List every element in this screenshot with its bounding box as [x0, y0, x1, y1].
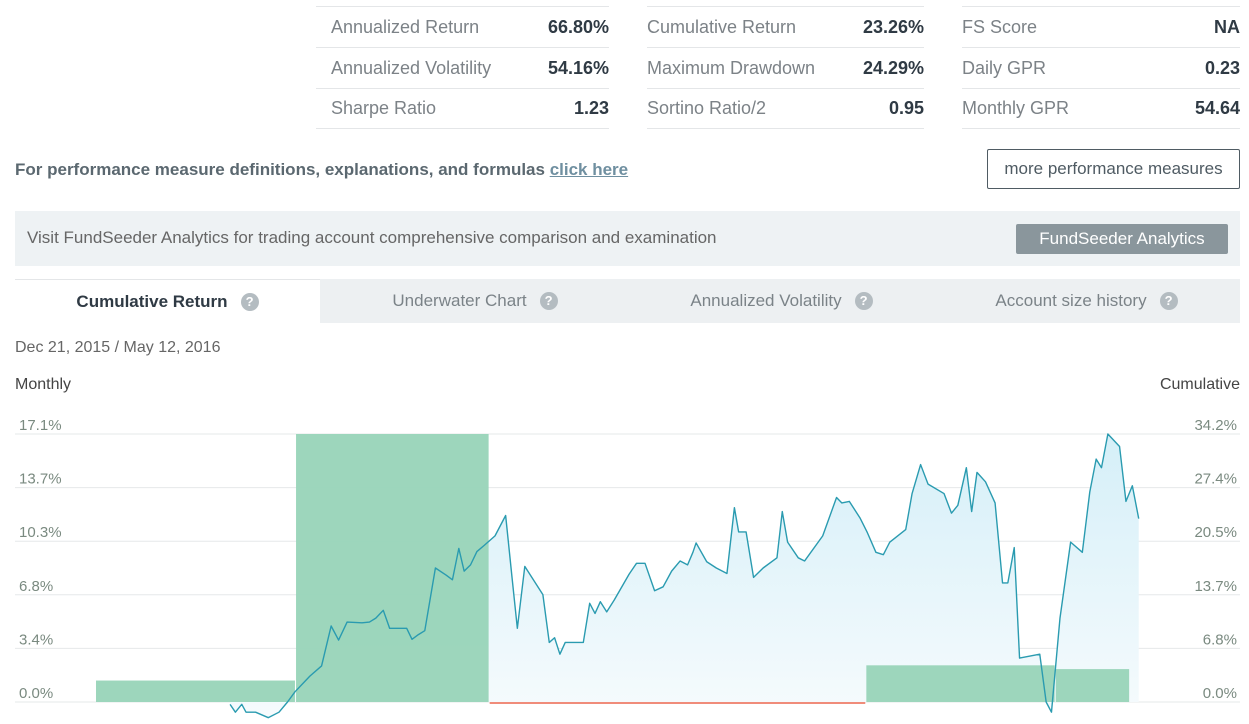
metric-label: Daily GPR [962, 57, 1047, 78]
metric-row: Annualized Return 66.80% [316, 6, 609, 47]
metric-row: Cumulative Return 23.26% [647, 6, 924, 47]
metric-value: 0.23 [1204, 57, 1240, 78]
chart-tabs: Cumulative Return ? Underwater Chart ? A… [15, 279, 1240, 323]
metric-row: Monthly GPR 54.64 [962, 88, 1240, 129]
right-tick-label: 6.8% [1203, 631, 1237, 648]
help-icon[interactable]: ? [1159, 292, 1178, 310]
tab-label: Annualized Volatility [690, 291, 842, 310]
metrics-column-2: Cumulative Return 23.26% Maximum Drawdow… [647, 6, 924, 129]
metric-label: Sharpe Ratio [331, 98, 437, 118]
right-tick-label: 13.7% [1194, 578, 1237, 595]
metric-row: Sortino Ratio/2 0.95 [647, 88, 924, 129]
definitions-note: For performance measure definitions, exp… [15, 160, 628, 180]
left-tick-label: 3.4% [19, 631, 53, 648]
monthly-bar [866, 665, 1055, 702]
definitions-text: For performance measure definitions, exp… [15, 160, 550, 179]
banner-text: Visit FundSeeder Analytics for trading a… [27, 228, 717, 247]
performance-metrics: Annualized Return 66.80% Annualized Vola… [316, 0, 1240, 130]
metric-label: Cumulative Return [647, 16, 797, 37]
right-axis-label: Cumulative [1159, 376, 1240, 393]
right-tick-label: 20.5% [1194, 524, 1237, 541]
right-tick-label: 27.4% [1194, 471, 1237, 488]
analytics-banner: Visit FundSeeder Analytics for trading a… [15, 211, 1240, 266]
metric-value: 54.16% [547, 57, 609, 78]
metric-value: 66.80% [547, 16, 609, 37]
date-range: Dec 21, 2015 / May 12, 2016 [15, 339, 221, 356]
metric-row: Daily GPR 0.23 [962, 47, 1240, 88]
metrics-column-3: FS Score NA Daily GPR 0.23 Monthly GPR 5… [962, 6, 1240, 129]
right-tick-label: 34.2% [1194, 417, 1237, 434]
left-tick-label: 0.0% [19, 685, 53, 702]
metric-label: Monthly GPR [962, 98, 1070, 118]
metric-label: FS Score [962, 16, 1038, 37]
left-tick-label: 13.7% [19, 471, 62, 488]
tab-account-size-history[interactable]: Account size history ? [933, 279, 1240, 323]
metric-value: 24.29% [862, 57, 924, 78]
metric-row: Annualized Volatility 54.16% [316, 47, 609, 88]
right-tick-label: 0.0% [1203, 685, 1237, 702]
left-axis-label: Monthly [15, 376, 72, 393]
metric-label: Annualized Return [331, 16, 480, 37]
tab-cumulative-return[interactable]: Cumulative Return ? [15, 279, 320, 323]
left-tick-label: 10.3% [19, 524, 62, 541]
help-icon[interactable]: ? [854, 292, 873, 310]
metric-value: 0.95 [888, 98, 924, 118]
left-tick-label: 6.8% [19, 578, 53, 595]
metric-value: NA [1214, 16, 1240, 37]
tab-label: Cumulative Return [76, 291, 228, 311]
metric-label: Maximum Drawdown [647, 57, 816, 78]
metric-value: 1.23 [573, 98, 609, 118]
tab-annualized-volatility[interactable]: Annualized Volatility ? [630, 279, 933, 323]
metric-value: 54.64 [1194, 98, 1240, 118]
metric-row: Sharpe Ratio 1.23 [316, 88, 609, 129]
help-icon[interactable]: ? [240, 292, 259, 311]
metric-row: Maximum Drawdown 24.29% [647, 47, 924, 88]
monthly-bar [1055, 669, 1130, 702]
monthly-bar [96, 680, 295, 702]
monthly-bar [296, 434, 489, 702]
fundseeder-analytics-button[interactable]: FundSeeder Analytics [1016, 224, 1228, 254]
metric-label: Sortino Ratio/2 [647, 98, 767, 118]
cumulative-line [229, 433, 1140, 719]
monthly-bar-negative [489, 702, 866, 704]
left-tick-label: 17.1% [19, 417, 62, 434]
tab-label: Underwater Chart [392, 291, 527, 310]
help-icon[interactable]: ? [539, 292, 558, 310]
metric-row: FS Score NA [962, 6, 1240, 47]
metric-value: 23.26% [862, 16, 924, 37]
metrics-column-1: Annualized Return 66.80% Annualized Vola… [316, 6, 609, 129]
tab-label: Account size history [995, 291, 1147, 310]
cumulative-return-chart: 0.0% 0.0% 3.4% 6.8% 6.8% 13.7% 10.3% 20.5% 13.7%… [15, 417, 1240, 719]
tab-underwater-chart[interactable]: Underwater Chart ? [320, 279, 630, 323]
metric-label: Annualized Volatility [331, 57, 492, 78]
definitions-link[interactable]: click here [549, 160, 629, 179]
more-performance-measures-button[interactable]: more performance measures [987, 149, 1240, 189]
